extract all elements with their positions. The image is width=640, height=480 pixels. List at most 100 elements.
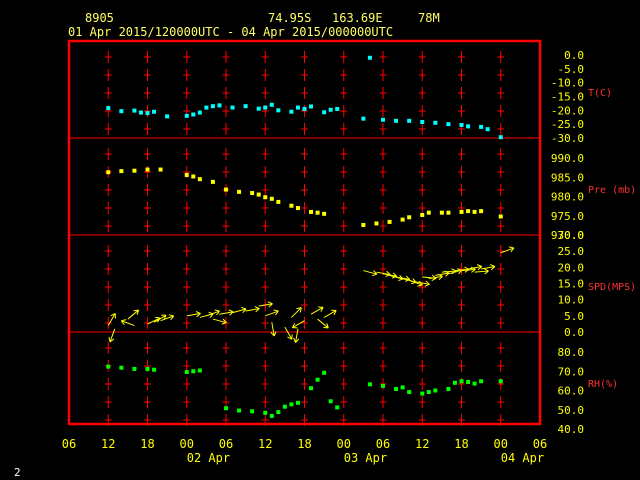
grid-cross xyxy=(379,396,387,408)
rh-point xyxy=(263,410,268,415)
grid-cross xyxy=(418,87,426,99)
grid-cross xyxy=(340,184,348,196)
grid-cross xyxy=(144,342,151,354)
grid-cross xyxy=(183,123,191,135)
grid-cross xyxy=(379,184,387,196)
y-tick-label: 5.0 xyxy=(564,310,584,323)
wind-arrow xyxy=(199,311,214,318)
grid-cross xyxy=(418,378,426,390)
wind-arrow xyxy=(284,326,293,340)
grid-cross xyxy=(104,69,112,81)
temp-point xyxy=(138,110,143,115)
temp-point xyxy=(197,110,202,115)
x-tick-label: 12 xyxy=(258,437,272,451)
grid-cross xyxy=(418,342,426,354)
grid-cross xyxy=(458,51,465,63)
pressure-point xyxy=(237,189,242,194)
grid-cross xyxy=(183,299,191,311)
pressure-point xyxy=(479,209,484,214)
temp-point xyxy=(420,119,425,124)
pressure-point xyxy=(191,174,196,179)
grid-cross xyxy=(261,202,269,214)
panel-label: RH(%) xyxy=(588,379,618,390)
grid-cross xyxy=(144,184,151,196)
x-day-label: 02 Apr xyxy=(187,451,230,465)
panel-label: T(C) xyxy=(588,88,612,99)
x-day-label: 04 Apr xyxy=(501,451,544,465)
grid-cross xyxy=(222,148,230,160)
grid-cross xyxy=(340,299,348,311)
grid-cross xyxy=(418,396,426,408)
rh-point xyxy=(224,406,228,411)
grid-cross xyxy=(183,202,191,214)
y-tick-label: 20.0 xyxy=(558,261,585,274)
rh-point xyxy=(322,370,327,375)
grid-cross xyxy=(458,184,465,196)
grid-cross xyxy=(301,317,308,329)
y-tick-label: 70.0 xyxy=(558,365,585,378)
rh-point xyxy=(145,366,150,371)
rh-point xyxy=(335,405,340,410)
grid-cross xyxy=(418,220,426,232)
y-tick-label: -5.0 xyxy=(558,63,585,76)
y-tick-label: 50.0 xyxy=(558,404,585,417)
panel-label: Pre (mb) xyxy=(588,185,636,196)
grid-cross xyxy=(340,87,348,99)
rh-point xyxy=(289,402,294,407)
wind-arrow xyxy=(323,309,337,318)
temp-point xyxy=(210,104,215,109)
grid-cross xyxy=(104,51,112,63)
rh-point xyxy=(197,368,202,373)
grid-cross xyxy=(183,360,191,372)
rh-point xyxy=(459,379,464,384)
grid-cross xyxy=(261,123,269,135)
y-tick-label: -20.0 xyxy=(551,104,584,117)
grid-cross xyxy=(418,166,426,178)
wind-arrow xyxy=(107,312,116,326)
grid-cross xyxy=(183,51,191,63)
grid-cross xyxy=(497,245,505,257)
plot-frame xyxy=(67,39,542,426)
temp-point xyxy=(165,114,170,119)
grid-cross xyxy=(497,51,505,63)
grid-cross xyxy=(497,105,505,117)
y-tick-label: 990.0 xyxy=(551,152,584,165)
grid-markers xyxy=(69,51,540,426)
grid-cross xyxy=(261,360,269,372)
grid-cross xyxy=(261,184,269,196)
panel-label: SPD(MPS) xyxy=(588,282,636,293)
grid-cross xyxy=(222,69,230,81)
wind-arrow xyxy=(147,316,161,325)
grid-cross xyxy=(144,378,151,390)
pressure-point xyxy=(289,203,294,208)
grid-cross xyxy=(183,69,191,81)
grid-cross xyxy=(340,263,348,275)
grid-cross xyxy=(340,123,348,135)
pressure-point xyxy=(132,168,137,173)
grid-cross xyxy=(104,263,112,275)
grid-cross xyxy=(144,87,151,99)
rh-point xyxy=(446,386,451,391)
grid-cross xyxy=(497,184,505,196)
temp-point xyxy=(269,102,274,107)
latitude: 74.95S xyxy=(268,11,311,25)
rh-point xyxy=(315,377,320,382)
grid-cross xyxy=(104,378,112,390)
time-period: 01 Apr 2015/120000UTC - 04 Apr 2015/0000… xyxy=(68,25,393,39)
grid-cross xyxy=(379,299,387,311)
grid-cross xyxy=(497,123,505,135)
grid-cross xyxy=(222,87,230,99)
wind-arrow xyxy=(467,264,483,271)
pressure-point xyxy=(498,214,503,219)
wind-arrow xyxy=(500,246,515,254)
grid-cross xyxy=(458,245,465,257)
y-tick-label: 0.0 xyxy=(564,49,584,62)
y-tick-label: 15.0 xyxy=(558,278,585,291)
x-tick-label: 12 xyxy=(415,437,429,451)
grid-cross xyxy=(497,317,505,329)
temp-point xyxy=(367,55,372,60)
y-tick-label: -30.0 xyxy=(551,132,584,145)
wind-arrow xyxy=(265,309,279,317)
rh-point xyxy=(433,388,438,393)
rh-point xyxy=(394,386,399,391)
